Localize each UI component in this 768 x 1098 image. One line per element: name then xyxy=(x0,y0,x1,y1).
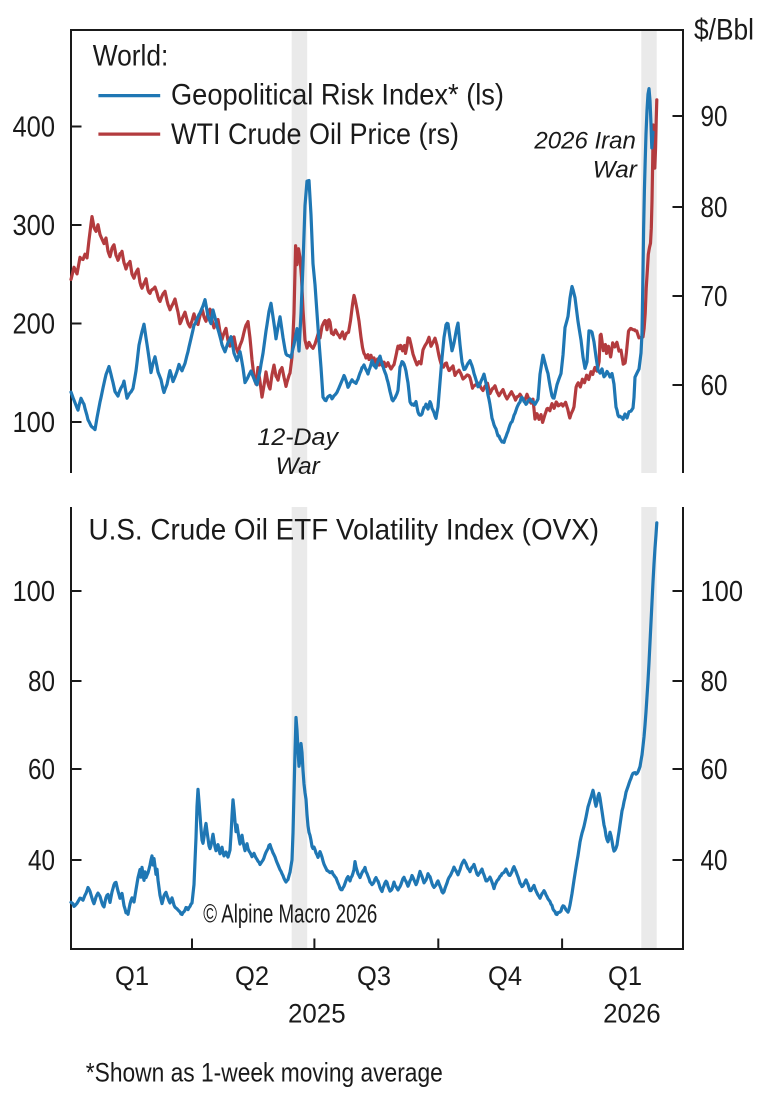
svg-text:Q2: Q2 xyxy=(235,961,269,991)
svg-text:$/Bbl: $/Bbl xyxy=(694,14,754,47)
svg-text:80: 80 xyxy=(28,666,55,698)
svg-text:60: 60 xyxy=(28,754,55,786)
svg-text:100: 100 xyxy=(701,576,744,608)
svg-text:2026: 2026 xyxy=(603,999,661,1029)
svg-text:40: 40 xyxy=(701,845,728,877)
svg-text:100: 100 xyxy=(13,407,56,439)
svg-text:12-Day: 12-Day xyxy=(257,424,340,451)
svg-text:*Shown as 1-week moving averag: *Shown as 1-week moving average xyxy=(86,1057,443,1087)
svg-text:Q4: Q4 xyxy=(488,961,522,991)
svg-text:© Alpine Macro 2026: © Alpine Macro 2026 xyxy=(203,900,377,928)
svg-text:300: 300 xyxy=(13,210,56,242)
svg-text:War: War xyxy=(593,157,638,184)
svg-text:Q1: Q1 xyxy=(608,961,642,991)
svg-text:Q3: Q3 xyxy=(357,961,391,991)
svg-text:Geopolitical Risk Index* (ls): Geopolitical Risk Index* (ls) xyxy=(171,79,504,112)
svg-text:WTI Crude Oil Price (rs): WTI Crude Oil Price (rs) xyxy=(171,118,459,151)
svg-text:200: 200 xyxy=(13,309,56,341)
svg-text:60: 60 xyxy=(701,370,728,402)
svg-text:90: 90 xyxy=(701,101,728,133)
svg-text:80: 80 xyxy=(701,666,728,698)
svg-text:80: 80 xyxy=(701,192,728,224)
svg-text:U.S. Crude Oil ETF Volatility: U.S. Crude Oil ETF Volatility Index (OVX… xyxy=(89,514,600,547)
svg-text:War: War xyxy=(276,453,321,480)
svg-text:60: 60 xyxy=(701,754,728,786)
svg-text:2026 Iran: 2026 Iran xyxy=(533,128,636,155)
svg-text:2025: 2025 xyxy=(288,999,346,1029)
svg-text:Q1: Q1 xyxy=(115,961,149,991)
svg-text:40: 40 xyxy=(28,845,55,877)
svg-text:World:: World: xyxy=(93,39,169,72)
svg-text:400: 400 xyxy=(13,112,56,144)
svg-text:100: 100 xyxy=(13,576,56,608)
svg-text:70: 70 xyxy=(701,281,728,313)
